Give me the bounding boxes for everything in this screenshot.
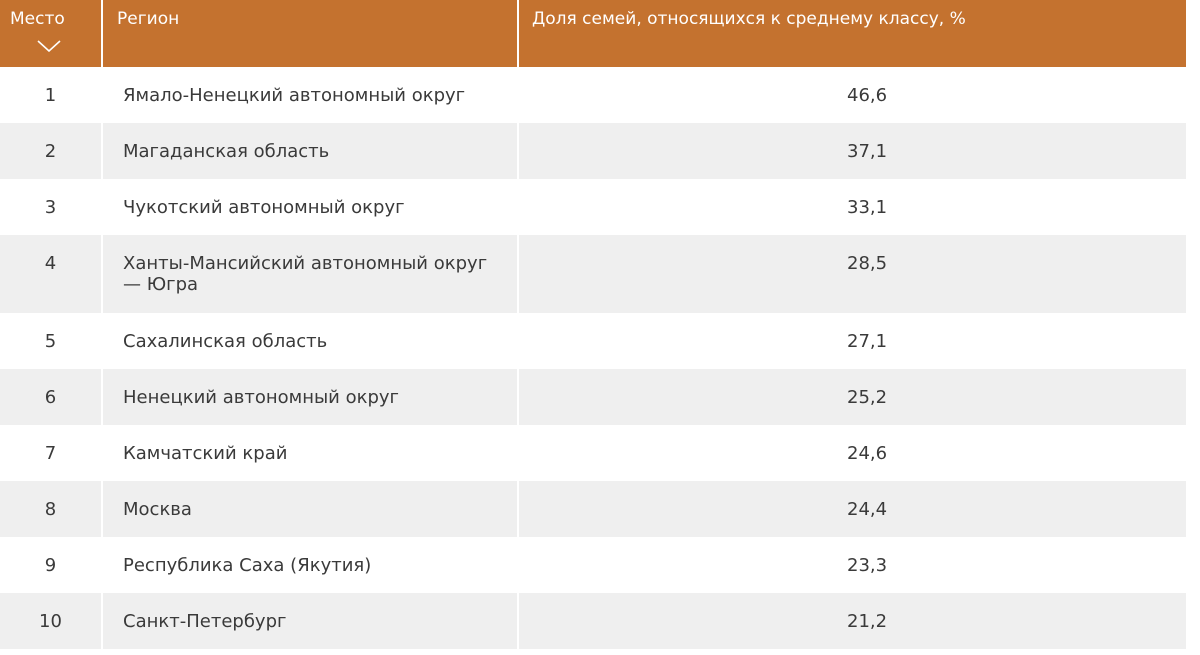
region-cell: Ямало-Ненецкий автономный округ [103,67,519,123]
place-cell: 7 [0,425,103,481]
place-cell: 10 [0,593,103,649]
region-cell: Ханты-Мансийский автономный округ — Югра [103,235,519,313]
table-row: 6 Ненецкий автономный округ 25,2 [0,369,1186,425]
table-header: Место Регион Доля семей, относящихся к с… [0,0,1186,67]
column-header-place[interactable]: Место [0,0,103,67]
share-cell: 23,3 [847,555,888,576]
table-row: 4 Ханты-Мансийский автономный округ — Юг… [0,235,1186,313]
place-cell: 3 [0,179,103,235]
share-cell: 46,6 [847,85,888,106]
place-cell: 9 [0,537,103,593]
chevron-down-icon[interactable] [37,40,61,52]
table-row: 9 Республика Саха (Якутия) 23,3 [0,537,1186,593]
region-cell: Сахалинская область [103,313,519,369]
column-header-place-label: Место [10,9,65,29]
table-row: 3 Чукотский автономный округ 33,1 [0,179,1186,235]
column-header-region-label: Регион [117,9,180,29]
place-cell: 2 [0,123,103,179]
region-cell: Москва [103,481,519,537]
table-row: 10 Санкт-Петербург 21,2 [0,593,1186,649]
table-row: 8 Москва 24,4 [0,481,1186,537]
table-row: 1 Ямало-Ненецкий автономный округ 46,6 [0,67,1186,123]
table-row: 5 Сахалинская область 27,1 [0,313,1186,369]
region-cell: Ненецкий автономный округ [103,369,519,425]
share-cell: 25,2 [847,387,888,408]
column-header-share[interactable]: Доля семей, относящихся к среднему класс… [519,0,1186,67]
table-body: 1 Ямало-Ненецкий автономный округ 46,6 2… [0,67,1186,649]
place-cell: 8 [0,481,103,537]
share-cell: 27,1 [847,331,888,352]
column-header-share-label: Доля семей, относящихся к среднему класс… [532,9,966,29]
share-cell: 33,1 [847,197,888,218]
share-cell: 28,5 [847,253,888,274]
place-cell: 6 [0,369,103,425]
region-cell: Республика Саха (Якутия) [103,537,519,593]
region-cell: Чукотский автономный округ [103,179,519,235]
share-cell: 37,1 [847,141,888,162]
region-cell: Санкт-Петербург [103,593,519,649]
table-row: 2 Магаданская область 37,1 [0,123,1186,179]
share-cell: 21,2 [847,611,888,632]
place-cell: 5 [0,313,103,369]
column-header-region[interactable]: Регион [103,0,519,67]
region-cell: Магаданская область [103,123,519,179]
place-cell: 4 [0,235,103,313]
region-cell: Камчатский край [103,425,519,481]
table-row: 7 Камчатский край 24,6 [0,425,1186,481]
share-cell: 24,6 [847,443,888,464]
share-cell: 24,4 [847,499,888,520]
place-cell: 1 [0,67,103,123]
